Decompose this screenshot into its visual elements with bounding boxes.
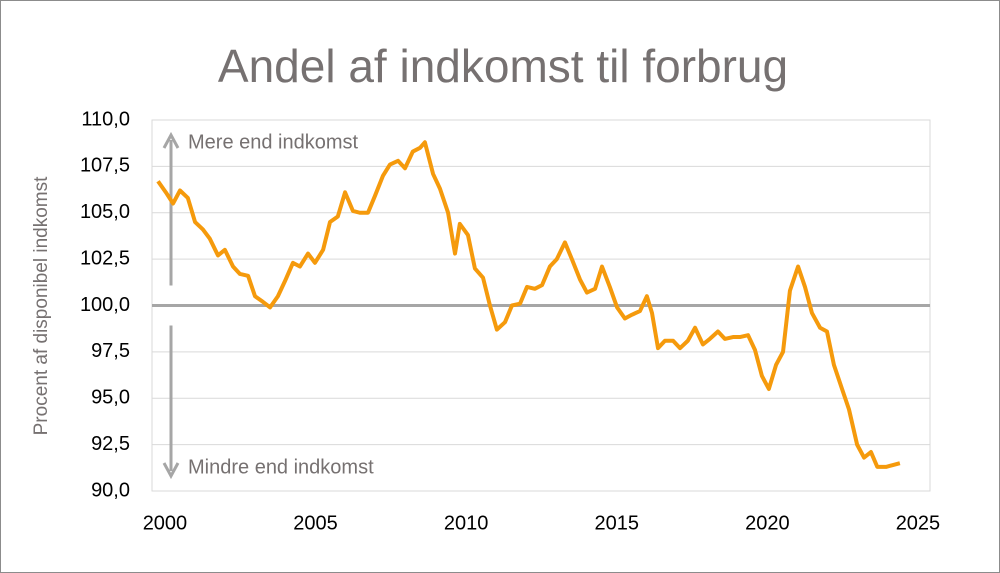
annotation: Mere end indkomst xyxy=(188,131,359,153)
y-tick-label: 95,0 xyxy=(91,387,130,409)
x-tick-label: 2020 xyxy=(745,512,790,534)
arrow-head xyxy=(162,462,180,480)
y-tick-label: 110,0 xyxy=(81,108,130,130)
y-tick-label: 102,5 xyxy=(80,247,130,269)
x-tick-label: 2015 xyxy=(595,512,640,534)
y-tick-label: 90,0 xyxy=(91,479,130,501)
chart-title: Andel af indkomst til forbrug xyxy=(218,40,788,92)
x-tick-label: 2000 xyxy=(143,512,188,534)
y-tick-label: 97,5 xyxy=(91,340,130,362)
y-tick-label: 107,5 xyxy=(80,155,130,177)
x-tick-label: 2005 xyxy=(293,512,338,534)
annotation: Mindre end indkomst xyxy=(188,456,374,478)
y-tick-label: 100,0 xyxy=(80,294,130,316)
x-tick-label: 2025 xyxy=(896,512,941,534)
y-axis-label: Procent af disponibel indkomst xyxy=(31,176,52,435)
y-tick-label: 92,5 xyxy=(91,433,130,455)
arrow-head xyxy=(162,131,180,149)
x-tick-label: 2010 xyxy=(444,512,489,534)
data-line xyxy=(156,140,901,469)
y-tick-label: 105,0 xyxy=(80,201,130,223)
